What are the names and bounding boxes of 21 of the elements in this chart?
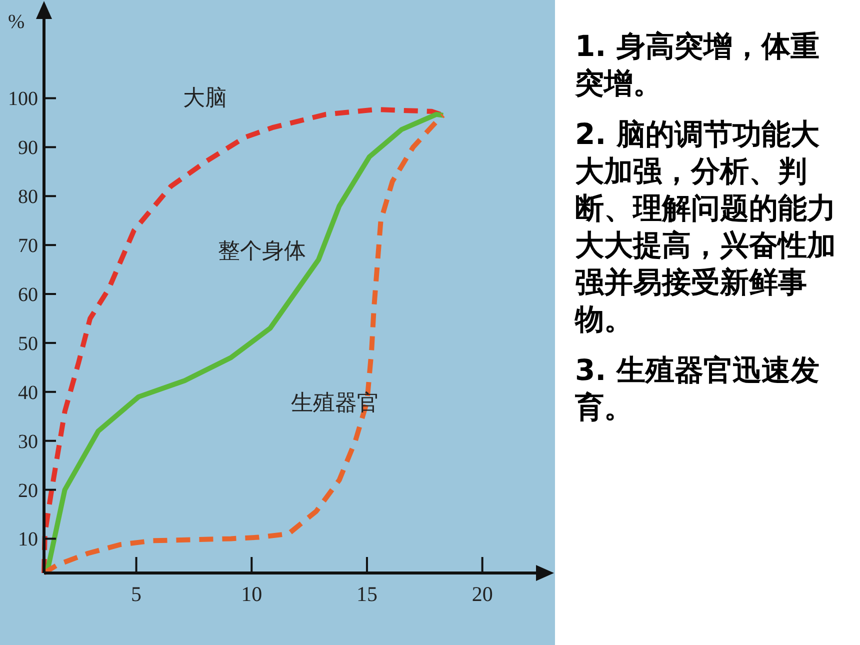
series-label: 生殖器官 — [291, 391, 379, 416]
y-tick-label: 10 — [18, 528, 38, 551]
x-tick-label: 15 — [356, 582, 378, 606]
x-tick-label: 5 — [131, 582, 142, 606]
text: 3. 生殖器官迅速发育。 — [575, 352, 820, 426]
series-label: 整个身体 — [218, 239, 306, 264]
y-tick-label: 50 — [18, 332, 38, 355]
text: 1. 身高突增，体重突增。 — [575, 28, 820, 102]
x-tick-label: 10 — [241, 582, 262, 606]
y-tick-label: 100 — [8, 88, 38, 110]
y-tick-label: 20 — [18, 480, 38, 502]
y-tick-label: 40 — [18, 382, 38, 404]
text: 2. 脑的调节功能大大加强，分析、判断、理解问题的能力大大提高，兴奋性加强并易接受新鲜事物。 — [575, 116, 837, 338]
y-axis-title: % — [8, 11, 25, 33]
y-tick-label: 30 — [18, 430, 38, 453]
x-tick-label: 20 — [472, 582, 493, 606]
y-tick-label: 70 — [18, 235, 38, 258]
y-tick-label: 90 — [18, 137, 38, 160]
series-label: 大脑 — [183, 86, 227, 111]
y-tick-label: 60 — [18, 284, 38, 306]
y-tick-label: 80 — [18, 186, 38, 208]
